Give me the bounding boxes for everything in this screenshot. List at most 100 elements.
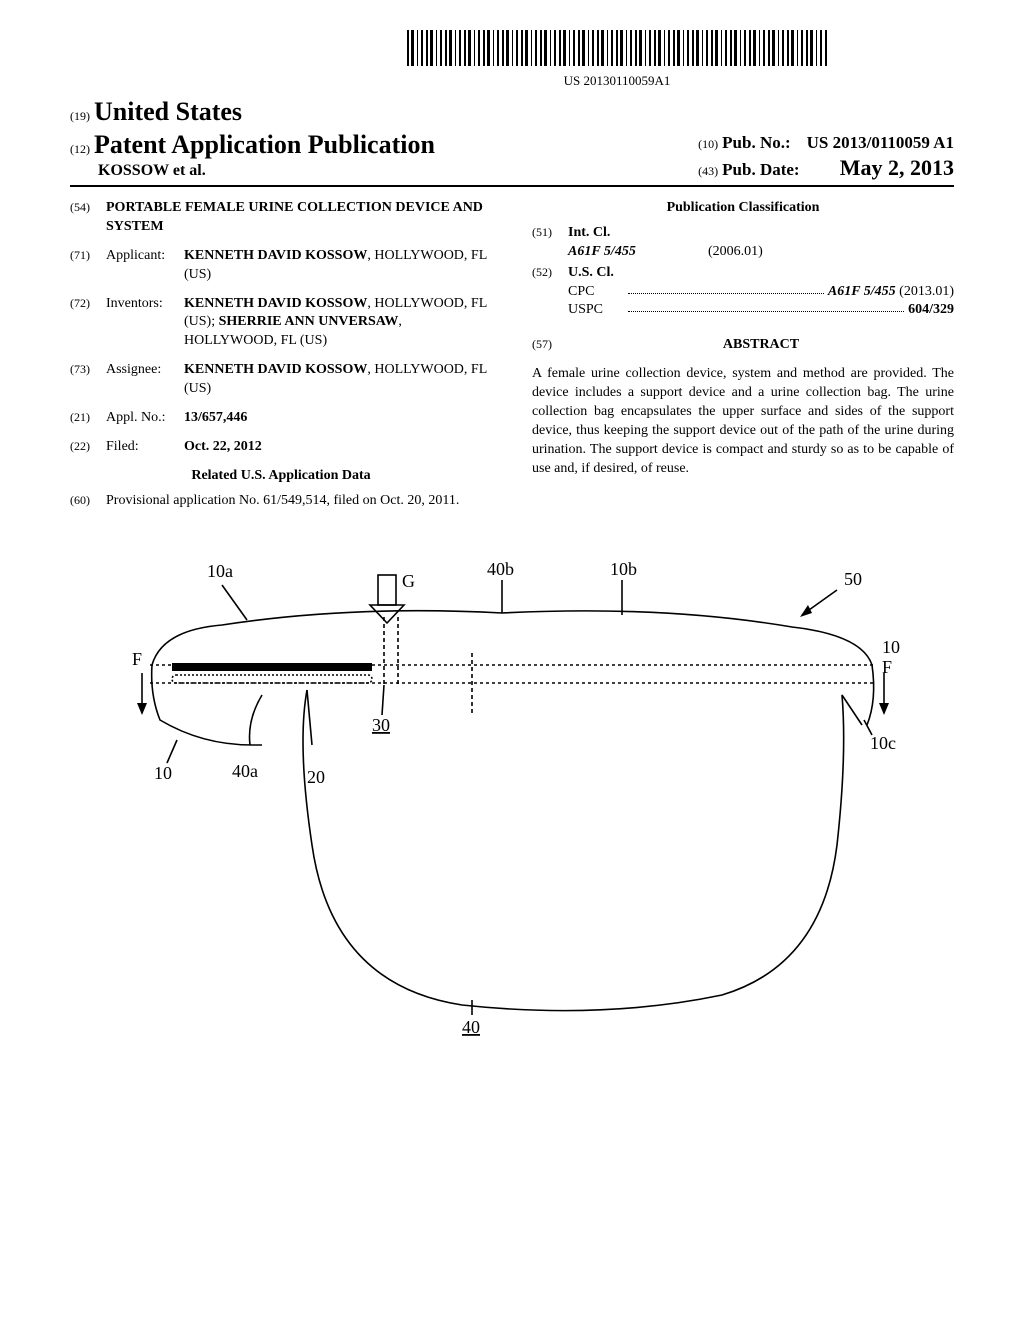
arrow-G: [370, 575, 404, 623]
uspc-row: USPC 604/329: [568, 301, 954, 320]
right-body-curve: [867, 665, 874, 725]
uspc-value: 604/329: [908, 301, 954, 320]
code-73: (73): [70, 361, 106, 399]
code-43: (43): [698, 164, 718, 178]
filed-value: Oct. 22, 2012: [184, 438, 492, 457]
label-10-tr: 10: [882, 637, 900, 657]
code-12: (12): [70, 142, 90, 156]
cpc-value: A61F 5/455 (2013.01): [828, 283, 954, 302]
inventor1-name: KENNETH DAVID KOSSOW: [184, 296, 367, 311]
field-60: (60) Provisional application No. 61/549,…: [70, 492, 492, 511]
assignee-value: KENNETH DAVID KOSSOW, HOLLYWOOD, FL (US): [184, 361, 492, 399]
pub-date-label: Pub. Date:: [722, 160, 799, 179]
invention-title: PORTABLE FEMALE URINE COLLECTION DEVICE …: [106, 199, 492, 237]
header-right: (10) Pub. No.: US 2013/0110059 A1 (43) P…: [698, 132, 954, 182]
curve-40a: [250, 695, 263, 745]
arrow-F-left: [137, 673, 147, 715]
inventors-label: Inventors:: [106, 295, 184, 352]
left-column: (54) PORTABLE FEMALE URINE COLLECTION DE…: [70, 199, 492, 521]
field-73: (73) Assignee: KENNETH DAVID KOSSOW, HOL…: [70, 361, 492, 399]
pub-no-label: Pub. No.:: [722, 133, 790, 152]
uscl-block: U.S. Cl. CPC A61F 5/455 (2013.01) USPC 6…: [568, 264, 954, 321]
field-52: (52) U.S. Cl. CPC A61F 5/455 (2013.01) U…: [532, 264, 954, 321]
label-40b: 40b: [487, 559, 514, 579]
applicant-label: Applicant:: [106, 247, 184, 285]
label-10a: 10a: [207, 561, 233, 581]
leader-30: [382, 685, 384, 715]
assignee-label: Assignee:: [106, 361, 184, 399]
top-outline: [152, 610, 872, 664]
inventor2-addr: HOLLYWOOD, FL (US): [184, 333, 327, 348]
label-10b: 10b: [610, 559, 637, 579]
label-G: G: [402, 571, 415, 591]
header-row: (19) United States (12) Patent Applicati…: [70, 96, 954, 187]
applno-label: Appl. No.:: [106, 409, 184, 428]
filed-label: Filed:: [106, 438, 184, 457]
barcode-region: US 20130110059A1: [70, 30, 954, 90]
label-20: 20: [307, 767, 325, 787]
code-21: (21): [70, 409, 106, 428]
doc-type: Patent Application Publication: [94, 130, 435, 159]
abstract-heading: ABSTRACT: [568, 336, 954, 355]
applicant-value: KENNETH DAVID KOSSOW, HOLLYWOOD, FL (US): [184, 247, 492, 285]
code-52: (52): [532, 264, 568, 321]
field-22: (22) Filed: Oct. 22, 2012: [70, 438, 492, 457]
code-71: (71): [70, 247, 106, 285]
code-60: (60): [70, 492, 106, 511]
hatch-left: [172, 663, 372, 671]
barcode-text: US 20130110059A1: [564, 73, 671, 89]
classification-heading: Publication Classification: [532, 199, 954, 218]
code-10: (10): [698, 137, 718, 151]
bag-left-top: [307, 690, 312, 745]
applno-value: 13/657,446: [184, 409, 492, 428]
field-51: (51) Int. Cl. A61F 5/455 (2006.01): [532, 224, 954, 262]
code-54: (54): [70, 199, 106, 237]
field-71: (71) Applicant: KENNETH DAVID KOSSOW, HO…: [70, 247, 492, 285]
label-F-right: F: [882, 657, 892, 677]
arrow-F-right: [879, 673, 889, 715]
field-21: (21) Appl. No.: 13/657,446: [70, 409, 492, 428]
code-22: (22): [70, 438, 106, 457]
dots: [628, 283, 824, 294]
applicant-name: KENNETH DAVID KOSSOW: [184, 248, 367, 263]
dots: [628, 301, 904, 312]
leader-10a: [222, 585, 247, 620]
intcl-year: (2006.01): [708, 243, 763, 262]
field-57: (57) ABSTRACT: [532, 336, 954, 355]
label-40: 40: [462, 1017, 480, 1037]
intcl-code: A61F 5/455: [568, 243, 708, 262]
related-heading: Related U.S. Application Data: [70, 467, 492, 486]
field-72: (72) Inventors: KENNETH DAVID KOSSOW, HO…: [70, 295, 492, 352]
label-10-bl: 10: [154, 763, 172, 783]
intcl-label: Int. Cl.: [568, 224, 954, 243]
left-body-curve: [152, 665, 262, 745]
barcode: [407, 30, 827, 66]
bag-outline: [303, 690, 862, 1011]
uspc-label: USPC: [568, 301, 624, 320]
authors: KOSSOW et al.: [98, 162, 206, 179]
pub-no: US 2013/0110059 A1: [807, 133, 954, 152]
uscl-label: U.S. Cl.: [568, 264, 954, 283]
label-50: 50: [844, 569, 862, 589]
inventors-value: KENNETH DAVID KOSSOW, HOLLYWOOD, FL (US)…: [184, 295, 492, 352]
header-left: (19) United States (12) Patent Applicati…: [70, 96, 435, 181]
provisional-value: Provisional application No. 61/549,514, …: [106, 492, 492, 511]
label-40a: 40a: [232, 761, 258, 781]
code-51: (51): [532, 224, 568, 262]
inner-band: [172, 675, 372, 683]
right-column: Publication Classification (51) Int. Cl.…: [532, 199, 954, 521]
pub-date: May 2, 2013: [840, 154, 954, 182]
abstract-text: A female urine collection device, system…: [532, 365, 954, 478]
cpc-code: A61F 5/455: [828, 284, 896, 299]
country: United States: [94, 97, 242, 126]
leader-10bl: [167, 740, 177, 763]
figure-svg: 10a G 40b 10b 50 10 F F 30 10c 10 40a 20…: [102, 545, 922, 1055]
code-57: (57): [532, 336, 568, 355]
intcl-block: Int. Cl. A61F 5/455 (2006.01): [568, 224, 954, 262]
cpc-row: CPC A61F 5/455 (2013.01): [568, 283, 954, 302]
inventor2-name: SHERRIE ANN UNVERSAW: [219, 314, 399, 329]
label-F-left: F: [132, 649, 142, 669]
field-54: (54) PORTABLE FEMALE URINE COLLECTION DE…: [70, 199, 492, 237]
patent-figure: 10a G 40b 10b 50 10 F F 30 10c 10 40a 20…: [70, 545, 954, 1060]
code-72: (72): [70, 295, 106, 352]
